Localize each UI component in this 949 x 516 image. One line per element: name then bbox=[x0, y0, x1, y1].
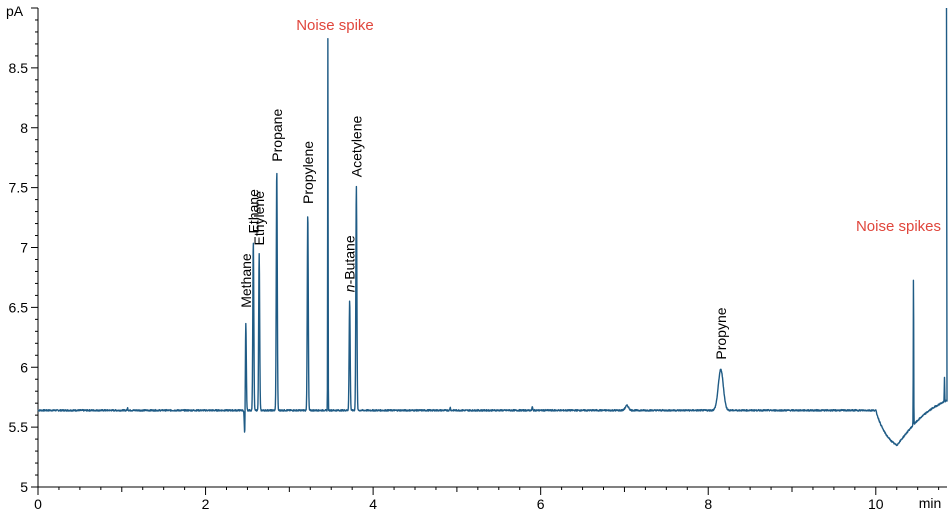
annotations: Noise spike Noise spikes bbox=[296, 17, 941, 235]
x-tick-label: 4 bbox=[369, 496, 377, 512]
y-tick-label: 8 bbox=[20, 120, 28, 136]
peak-label: Propyne bbox=[713, 307, 729, 359]
peak-label: n-Butane bbox=[342, 235, 358, 292]
chromatogram-trace bbox=[37, 7, 948, 447]
x-tick-label: 2 bbox=[202, 496, 210, 512]
peak-label: Methane bbox=[238, 253, 254, 308]
x-tick-label: 6 bbox=[537, 496, 545, 512]
axes bbox=[37, 8, 947, 488]
noise-annotation: Noise spikes bbox=[856, 218, 941, 235]
x-tick-label: 0 bbox=[34, 496, 42, 512]
y-tick-label: 5 bbox=[20, 479, 28, 495]
peak-label: Propane bbox=[269, 109, 285, 162]
y-tick-label: 7.5 bbox=[9, 180, 29, 196]
y-tick-label: 5.5 bbox=[9, 419, 29, 435]
y-axis-unit: pA bbox=[6, 3, 24, 19]
peak-label: Ethylene bbox=[251, 191, 267, 246]
peak-label: Propylene bbox=[300, 141, 316, 204]
x-tick-label: 8 bbox=[704, 496, 712, 512]
y-tick-label: 6 bbox=[20, 359, 28, 375]
y-tick-label: 6.5 bbox=[9, 299, 29, 315]
x-axis-unit: min bbox=[919, 495, 942, 511]
noise-annotation: Noise spike bbox=[296, 17, 374, 34]
ticks: 0 2 4 6 8 10 5 5.5 6 6.5 7 7.5 8 8.5 bbox=[9, 7, 940, 512]
y-tick-label: 8.5 bbox=[9, 60, 29, 76]
peak-label: Ethane bbox=[245, 189, 261, 234]
peak-label: Acetylene bbox=[348, 116, 364, 178]
x-tick-label: 10 bbox=[868, 496, 884, 512]
y-tick-label: 7 bbox=[20, 240, 28, 256]
